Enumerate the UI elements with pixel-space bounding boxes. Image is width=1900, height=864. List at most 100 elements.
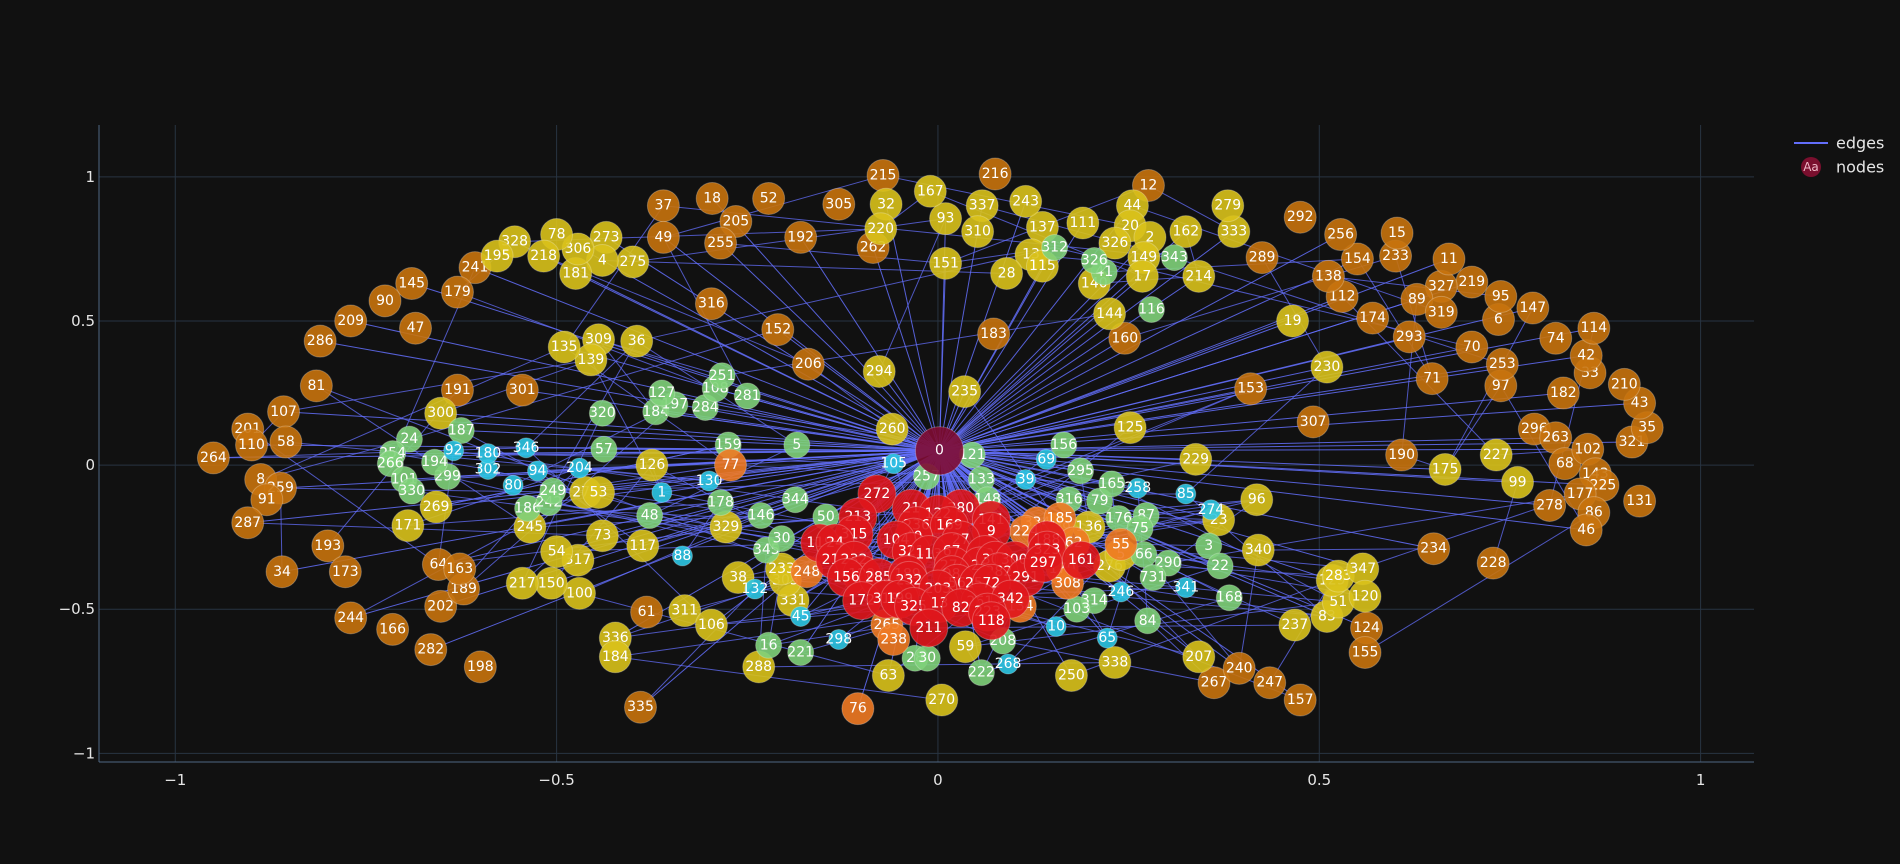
legend-label: nodes bbox=[1836, 158, 1884, 177]
node-label: 30 bbox=[773, 531, 791, 547]
node: 91 bbox=[250, 483, 284, 517]
node: 343 bbox=[1160, 244, 1188, 272]
node: 34 bbox=[265, 555, 299, 589]
node: 36 bbox=[620, 324, 654, 358]
node-label: 189 bbox=[450, 581, 477, 597]
node: 229 bbox=[1179, 442, 1213, 476]
edge-line bbox=[939, 337, 1126, 452]
node-label: 91 bbox=[258, 492, 276, 508]
node: 288 bbox=[742, 650, 776, 684]
legend-item-edges[interactable]: edges bbox=[1794, 134, 1884, 153]
node-label: 246 bbox=[1108, 584, 1135, 600]
node: 112 bbox=[1325, 280, 1359, 313]
node-label: 290 bbox=[1155, 555, 1182, 571]
node: 15 bbox=[1380, 216, 1414, 250]
node-marker bbox=[1035, 448, 1057, 470]
node-label: 146 bbox=[748, 508, 775, 524]
node-label: 233 bbox=[768, 561, 795, 577]
node-marker bbox=[477, 443, 499, 465]
node-label: 22 bbox=[1211, 558, 1229, 574]
node-marker bbox=[1241, 533, 1275, 567]
node-marker bbox=[707, 489, 735, 517]
node: 110 bbox=[235, 428, 269, 462]
node-label: 150 bbox=[538, 575, 565, 591]
node: 139 bbox=[574, 343, 608, 377]
node: 105 bbox=[880, 453, 907, 475]
node-label: 85 bbox=[1177, 486, 1195, 502]
node-label: 153 bbox=[1237, 381, 1264, 397]
node-marker bbox=[527, 239, 561, 273]
node-marker bbox=[694, 287, 728, 321]
node-marker bbox=[755, 631, 783, 659]
node: 330 bbox=[398, 477, 426, 505]
node-label: 44 bbox=[1124, 198, 1142, 214]
node: 163 bbox=[443, 552, 477, 586]
edge-line bbox=[800, 237, 940, 451]
node-label: 218 bbox=[530, 248, 557, 264]
node-label: 210 bbox=[1611, 376, 1638, 392]
node-label: 50 bbox=[817, 509, 835, 525]
node-label: 54 bbox=[548, 544, 566, 560]
node: 187 bbox=[447, 417, 475, 445]
node: 59 bbox=[948, 630, 982, 664]
node-label: 95 bbox=[1492, 289, 1510, 305]
node-label: 281 bbox=[734, 388, 761, 404]
node-marker bbox=[948, 630, 982, 664]
node: 176 bbox=[1105, 504, 1133, 532]
node-label: 15 bbox=[1388, 225, 1406, 241]
node: 338 bbox=[1098, 646, 1132, 680]
node: 228 bbox=[1476, 546, 1510, 580]
node: 55 bbox=[1104, 527, 1138, 561]
node: 301 bbox=[505, 373, 539, 407]
node: 161 bbox=[1061, 540, 1101, 580]
node-label: 731 bbox=[1140, 570, 1167, 586]
node-marker bbox=[929, 246, 963, 280]
edge-line bbox=[939, 363, 1503, 452]
node: 107 bbox=[267, 395, 301, 429]
node-label: 53 bbox=[590, 485, 608, 501]
legend-marker-text: Aa bbox=[1803, 160, 1819, 174]
node: 289 bbox=[1245, 241, 1279, 275]
node-label: 181 bbox=[562, 265, 589, 281]
node-label: 220 bbox=[867, 221, 894, 237]
node-label: 335 bbox=[627, 699, 654, 715]
node-marker bbox=[1108, 321, 1142, 355]
edge-line bbox=[722, 313, 1110, 377]
node-label: 245 bbox=[517, 519, 544, 535]
node-label: 300 bbox=[427, 405, 454, 421]
edge-line bbox=[281, 450, 940, 573]
node-label: 46 bbox=[1577, 522, 1595, 538]
node-label: 346 bbox=[513, 440, 540, 456]
node: 312 bbox=[1041, 234, 1069, 261]
node-marker bbox=[196, 441, 230, 475]
node-label: 286 bbox=[307, 333, 334, 349]
node: 88 bbox=[671, 545, 693, 567]
node: 114 bbox=[1577, 311, 1611, 345]
legend-item-nodes[interactable]: Aa nodes bbox=[1801, 157, 1884, 177]
node-label: 309 bbox=[585, 332, 612, 348]
edge-line bbox=[1356, 258, 1433, 379]
node: 53 bbox=[582, 476, 616, 509]
node-marker bbox=[1428, 452, 1462, 486]
node-label: 307 bbox=[1300, 414, 1327, 430]
node-label: 145 bbox=[398, 276, 425, 292]
edge-line bbox=[1185, 366, 1328, 495]
node-marker bbox=[1182, 640, 1216, 674]
node: 253 bbox=[1485, 347, 1519, 381]
node-label: 310 bbox=[964, 224, 991, 240]
node-label: 69 bbox=[1037, 451, 1055, 467]
node-marker bbox=[547, 330, 581, 364]
node: 268 bbox=[995, 653, 1021, 675]
node: 39 bbox=[1015, 469, 1037, 491]
node: 106 bbox=[694, 608, 728, 642]
node-label: 154 bbox=[1344, 251, 1371, 267]
node-marker bbox=[1098, 646, 1132, 680]
node-label: 333 bbox=[1220, 224, 1247, 240]
node-label: 221 bbox=[787, 644, 814, 660]
node-marker bbox=[929, 202, 963, 236]
node: 204 bbox=[566, 457, 593, 479]
node-label: 156 bbox=[833, 570, 860, 586]
node-marker bbox=[1417, 532, 1451, 566]
node-marker bbox=[1385, 438, 1419, 472]
